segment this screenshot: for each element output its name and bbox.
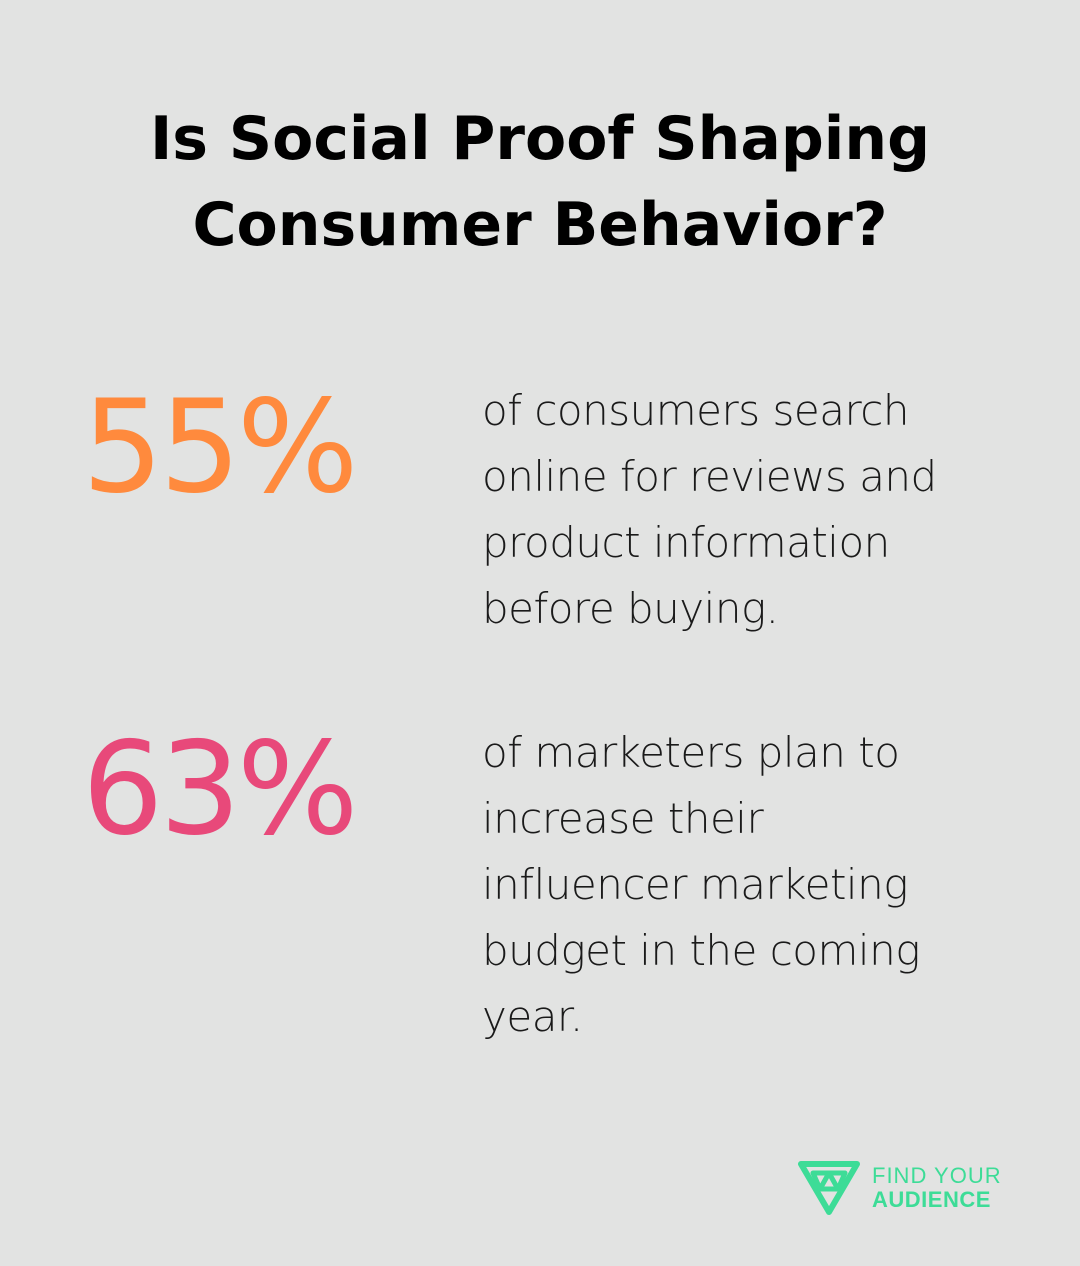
title-line-2: Consumer Behavior? — [192, 190, 888, 260]
brand-line-2: AUDIENCE — [872, 1187, 991, 1212]
stat-description-line: year. — [482, 992, 583, 1041]
stat-description-line: of consumers search — [482, 386, 910, 435]
stat-description-line: increase their — [482, 794, 764, 843]
brand-logo-lockup: FIND YOUR AUDIENCE — [798, 1160, 1002, 1216]
brand-name: FIND YOUR AUDIENCE — [872, 1164, 1002, 1212]
title-line-1: Is Social Proof Shaping — [149, 104, 931, 174]
stat-description: of consumers search online for reviews a… — [482, 378, 1042, 642]
stat-description: of marketers plan to increase their infl… — [482, 720, 1042, 1050]
triangle-logo-icon — [798, 1161, 860, 1215]
stat-description-line: budget in the coming — [482, 926, 920, 975]
stat-value: 55% — [82, 373, 358, 522]
stat-description-line: online for reviews and — [482, 452, 937, 501]
page-title: Is Social Proof Shaping Consumer Behavio… — [0, 96, 1080, 268]
stat-description-line: of marketers plan to — [482, 728, 900, 777]
stat-description-line: influencer marketing — [482, 860, 908, 909]
stat-description-line: before buying. — [482, 584, 779, 633]
stat-value: 63% — [82, 715, 358, 864]
brand-line-1: FIND YOUR — [872, 1163, 1002, 1188]
stat-description-line: product information — [482, 518, 890, 567]
